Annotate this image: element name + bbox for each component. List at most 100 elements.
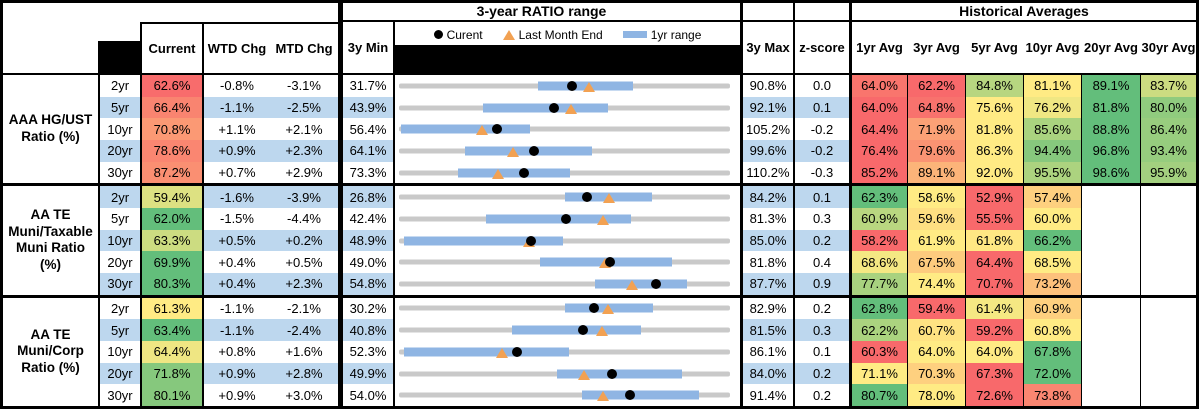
avg-cell xyxy=(1081,362,1140,385)
3y-max-cell: 81.8% xyxy=(740,251,793,274)
current-cell: 66.4% xyxy=(140,96,202,119)
mtd-chg-cell: +2.1% xyxy=(270,118,338,141)
3y-range-track xyxy=(399,305,730,311)
mtd-chg-cell: +2.9% xyxy=(270,161,338,184)
current-cell: 80.1% xyxy=(140,384,202,407)
table-row: 5yr 63.4% -1.1% -2.4% 40.8% 81.5% 0.3 62.2% 60.7… xyxy=(98,319,1196,341)
current-dot-marker xyxy=(624,390,635,401)
wtd-chg-cell: +0.9% xyxy=(202,362,270,385)
avg-cell xyxy=(1140,229,1196,252)
1yr-range-bar xyxy=(512,325,642,335)
mtd-chg-cell: +2.3% xyxy=(270,273,338,295)
mtd-chg-cell: -2.4% xyxy=(270,319,338,341)
current-cell: 62.0% xyxy=(140,208,202,230)
avg-cell: 71.9% xyxy=(907,118,965,141)
group-separator xyxy=(3,183,1196,187)
3y-min-cell: 49.0% xyxy=(338,251,393,274)
mtd-chg-cell: -2.1% xyxy=(270,297,338,320)
3y-min-cell: 52.3% xyxy=(338,341,393,363)
avg-cell xyxy=(1081,208,1140,230)
avg-cell: 76.4% xyxy=(849,140,907,162)
table-row: 30yr 80.1% +0.9% +3.0% 54.0% 91.4% 0.2 80.7% 78.… xyxy=(98,384,1196,407)
3y-range-track xyxy=(399,281,730,287)
3y-min-cell: 64.1% xyxy=(338,140,393,162)
avg-cell: 62.2% xyxy=(849,319,907,341)
table-row: 10yr 70.8% +1.1% +2.1% 56.4% 105.2% -0.2 64.4% 7… xyxy=(98,118,1196,141)
avg-cell xyxy=(1140,297,1196,320)
avg-cell: 57.4% xyxy=(1023,186,1081,208)
avg-cell xyxy=(1081,384,1140,407)
historical-averages-title: Historical Averages xyxy=(849,3,1196,22)
avg-cell xyxy=(1140,384,1196,407)
current-cell: 87.2% xyxy=(140,161,202,184)
avg-cell xyxy=(1140,273,1196,295)
range-track-wrap xyxy=(399,186,730,208)
current-dot-marker xyxy=(581,192,592,203)
title-left-spacer xyxy=(3,3,338,22)
1yr-avg-column-header: 1yr Avg xyxy=(849,22,907,73)
3y-max-cell: 85.0% xyxy=(740,229,793,252)
avg-cell: 92.0% xyxy=(965,161,1023,184)
current-dot-marker xyxy=(512,346,523,357)
current-dot-marker xyxy=(560,213,571,224)
3y-range-track xyxy=(399,392,730,398)
range-track-wrap xyxy=(399,118,730,140)
avg-cell: 81.1% xyxy=(1023,75,1081,97)
avg-cell xyxy=(1140,251,1196,274)
3y-min-cell: 43.9% xyxy=(338,96,393,119)
avg-cell: 67.3% xyxy=(965,362,1023,385)
avg-cell: 70.3% xyxy=(907,362,965,385)
tenor-label: 2yr xyxy=(98,297,140,320)
current-dot-marker xyxy=(491,124,502,135)
tenor-label: 2yr xyxy=(98,75,140,97)
range-track-wrap xyxy=(399,273,730,295)
avg-cell xyxy=(1140,362,1196,385)
z-score-cell: -0.2 xyxy=(793,118,849,141)
range-track-wrap xyxy=(399,140,730,162)
avg-cell: 67.8% xyxy=(1023,341,1081,363)
30yr-avg-column-header: 30yr Avg xyxy=(1141,40,1196,55)
z-score-cell: 0.2 xyxy=(793,362,849,385)
avg-cell: 96.8% xyxy=(1081,140,1140,162)
wtd-chg-cell: -1.5% xyxy=(202,208,270,230)
ratio-group: AA TE Muni/Corp Ratio (%) 2yr 61.3% -1.1% -2… xyxy=(3,297,1196,407)
black-band xyxy=(395,45,740,73)
current-dot-marker xyxy=(577,325,588,336)
wtd-chg-cell: +0.8% xyxy=(202,341,270,363)
avg-cell: 64.0% xyxy=(849,96,907,119)
range-track-wrap xyxy=(399,162,730,184)
avg-cell: 68.5% xyxy=(1023,251,1081,274)
current-dot-marker xyxy=(650,278,661,289)
last-month-triangle-marker xyxy=(597,214,610,225)
title-max-spacer xyxy=(740,3,793,22)
z-score-cell: 0.0 xyxy=(793,75,849,97)
table-row: 10yr 64.4% +0.8% +1.6% 52.3% 86.1% 0.1 60.3% 64.… xyxy=(98,341,1196,363)
1yr-range-bar xyxy=(483,103,608,112)
z-score-cell: 0.2 xyxy=(793,297,849,320)
3y-min-cell: 30.2% xyxy=(338,297,393,320)
z-score-cell: 0.3 xyxy=(793,208,849,230)
avg-cell: 73.2% xyxy=(1023,273,1081,295)
range-chart-cell xyxy=(393,229,740,252)
current-cell: 69.9% xyxy=(140,251,202,274)
group-label: AA TE Muni/Corp Ratio (%) xyxy=(17,326,84,376)
title-z-spacer xyxy=(793,3,849,22)
range-track-wrap xyxy=(399,251,730,273)
1yr-range-bar xyxy=(595,279,687,289)
avg-cell xyxy=(1081,341,1140,363)
3y-max-cell: 81.3% xyxy=(740,208,793,230)
avg-cell: 80.7% xyxy=(849,384,907,407)
avg-cell xyxy=(1140,319,1196,341)
last-month-triangle-marker xyxy=(626,279,639,290)
range-track-wrap xyxy=(399,363,730,385)
tenor-label: 5yr xyxy=(98,319,140,341)
current-cell: 61.3% xyxy=(140,297,202,320)
current-cell: 62.6% xyxy=(140,75,202,97)
z-score-cell: 0.1 xyxy=(793,186,849,208)
range-chart-cell xyxy=(393,161,740,184)
3y-max-column-header: 3y Max xyxy=(740,22,793,73)
legend-last-month-label: Last Month End xyxy=(518,27,603,42)
last-month-triangle-marker xyxy=(583,81,596,92)
z-score-cell: 0.9 xyxy=(793,273,849,295)
legend-item-1yr-range: 1yr range xyxy=(622,28,701,42)
